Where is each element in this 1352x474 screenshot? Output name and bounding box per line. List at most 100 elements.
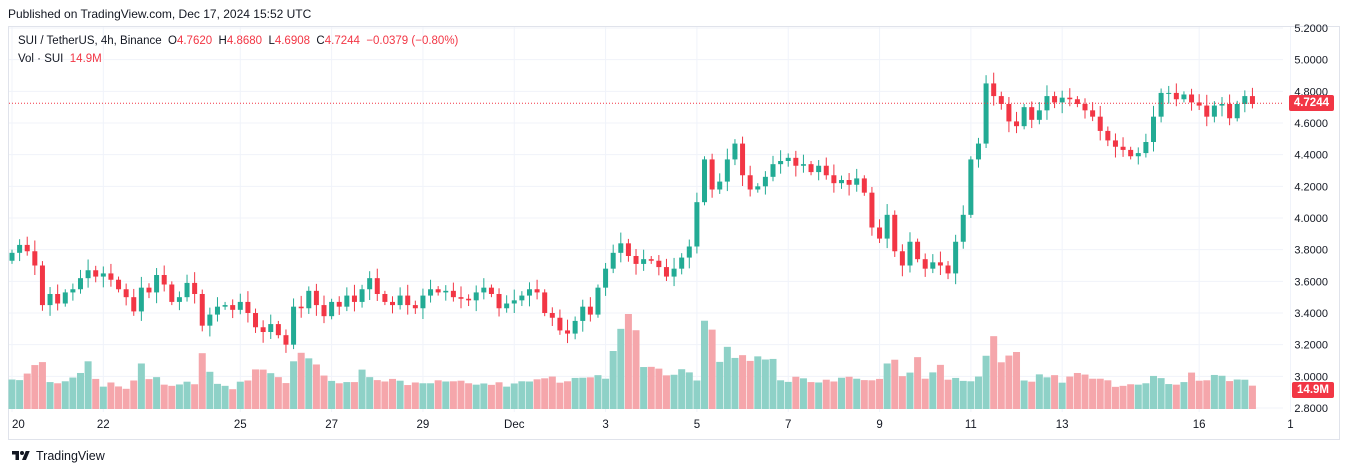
candle [565, 319, 571, 344]
candle-body [770, 164, 776, 177]
low-label: L [268, 35, 275, 47]
candle [953, 234, 959, 285]
open-value: 4.7620 [176, 35, 213, 47]
candle-body [1166, 92, 1172, 94]
candle-body [755, 186, 761, 190]
candle [169, 281, 175, 306]
tradingview-logo-icon[interactable] [10, 449, 32, 463]
candle-body [747, 175, 753, 190]
candle [161, 265, 167, 292]
volume-bar [807, 382, 815, 409]
volume-bar [640, 367, 648, 409]
candle [192, 272, 198, 304]
candle-body [1204, 105, 1210, 117]
candle [1074, 96, 1080, 108]
brand-name[interactable]: TradingView [36, 449, 105, 463]
candle-body [823, 165, 829, 176]
candle [1090, 102, 1096, 122]
candle-body [732, 143, 738, 160]
volume-bar [731, 357, 739, 409]
candle-body [458, 297, 464, 299]
y-tick-label: 2.8000 [1294, 403, 1328, 415]
candle-body [268, 324, 274, 332]
candle-body [580, 306, 586, 321]
volume-bar [1241, 379, 1249, 409]
volume-bar [1180, 382, 1188, 409]
candle-body [77, 278, 83, 290]
volume-label: Vol · SUI [18, 53, 64, 65]
volume-bar [1089, 378, 1097, 409]
candle [374, 268, 380, 301]
volume-bar [122, 388, 130, 409]
candle [937, 251, 943, 275]
candle [580, 299, 586, 332]
volume-bar [556, 382, 564, 409]
volume-bar [130, 380, 138, 409]
candle-body [412, 305, 418, 309]
candle-body [184, 282, 190, 298]
candle [1204, 94, 1210, 127]
volume-bar [929, 372, 937, 409]
candle-body [1158, 92, 1164, 117]
volume-bar [1188, 372, 1196, 409]
candle-body [1052, 96, 1058, 103]
candle [816, 160, 822, 181]
candle-body [1151, 116, 1156, 142]
volume-bar [99, 386, 107, 409]
candle-body [230, 305, 236, 310]
candle [1014, 111, 1020, 134]
candle [724, 148, 730, 192]
candle-body [1067, 97, 1073, 100]
candle [846, 173, 852, 196]
candle-body [85, 270, 91, 279]
candle-body [960, 214, 966, 242]
volume-bar [38, 362, 46, 409]
volume-bar [1005, 355, 1013, 409]
volume-bar [290, 361, 298, 409]
x-tick-label: 1 [1287, 419, 1293, 431]
candle [1082, 98, 1088, 119]
candle [1151, 105, 1156, 152]
candle [1036, 102, 1042, 125]
volume-bar [533, 379, 541, 409]
candle [702, 156, 708, 206]
candle-body [1044, 96, 1050, 111]
candle [1097, 105, 1103, 141]
candle-body [1242, 96, 1248, 104]
volume-bar [495, 382, 503, 409]
candle-body [24, 244, 30, 252]
volume-bar [1226, 381, 1234, 409]
volume-bar [510, 383, 518, 409]
volume-bar [335, 383, 343, 409]
candle [351, 284, 357, 312]
volume-bar [1218, 375, 1226, 409]
volume-bar [312, 364, 320, 409]
volume-bar [1013, 352, 1021, 409]
candle [633, 249, 639, 275]
candle [199, 289, 205, 332]
candle [610, 244, 616, 274]
volume-bar [883, 363, 891, 409]
volume-bar [586, 377, 594, 409]
candle-body [572, 320, 578, 334]
candle [321, 295, 327, 324]
candle [648, 256, 654, 264]
candle [298, 295, 304, 318]
candle-body [62, 292, 68, 304]
volume-bar [541, 378, 549, 409]
volume-bar [944, 379, 952, 409]
candle [1029, 101, 1035, 129]
candle [62, 289, 68, 307]
candle [496, 288, 502, 317]
candle-body [877, 227, 883, 239]
candle-body [169, 284, 175, 302]
change-value: −0.0379 (−0.80%) [366, 35, 459, 47]
candle-body [481, 287, 487, 293]
chart-frame[interactable] [8, 26, 1340, 440]
candle [656, 255, 662, 276]
candle-body [854, 178, 860, 185]
candle [991, 72, 997, 106]
candle-body [1211, 105, 1217, 117]
x-tick-label: 13 [1056, 419, 1069, 431]
